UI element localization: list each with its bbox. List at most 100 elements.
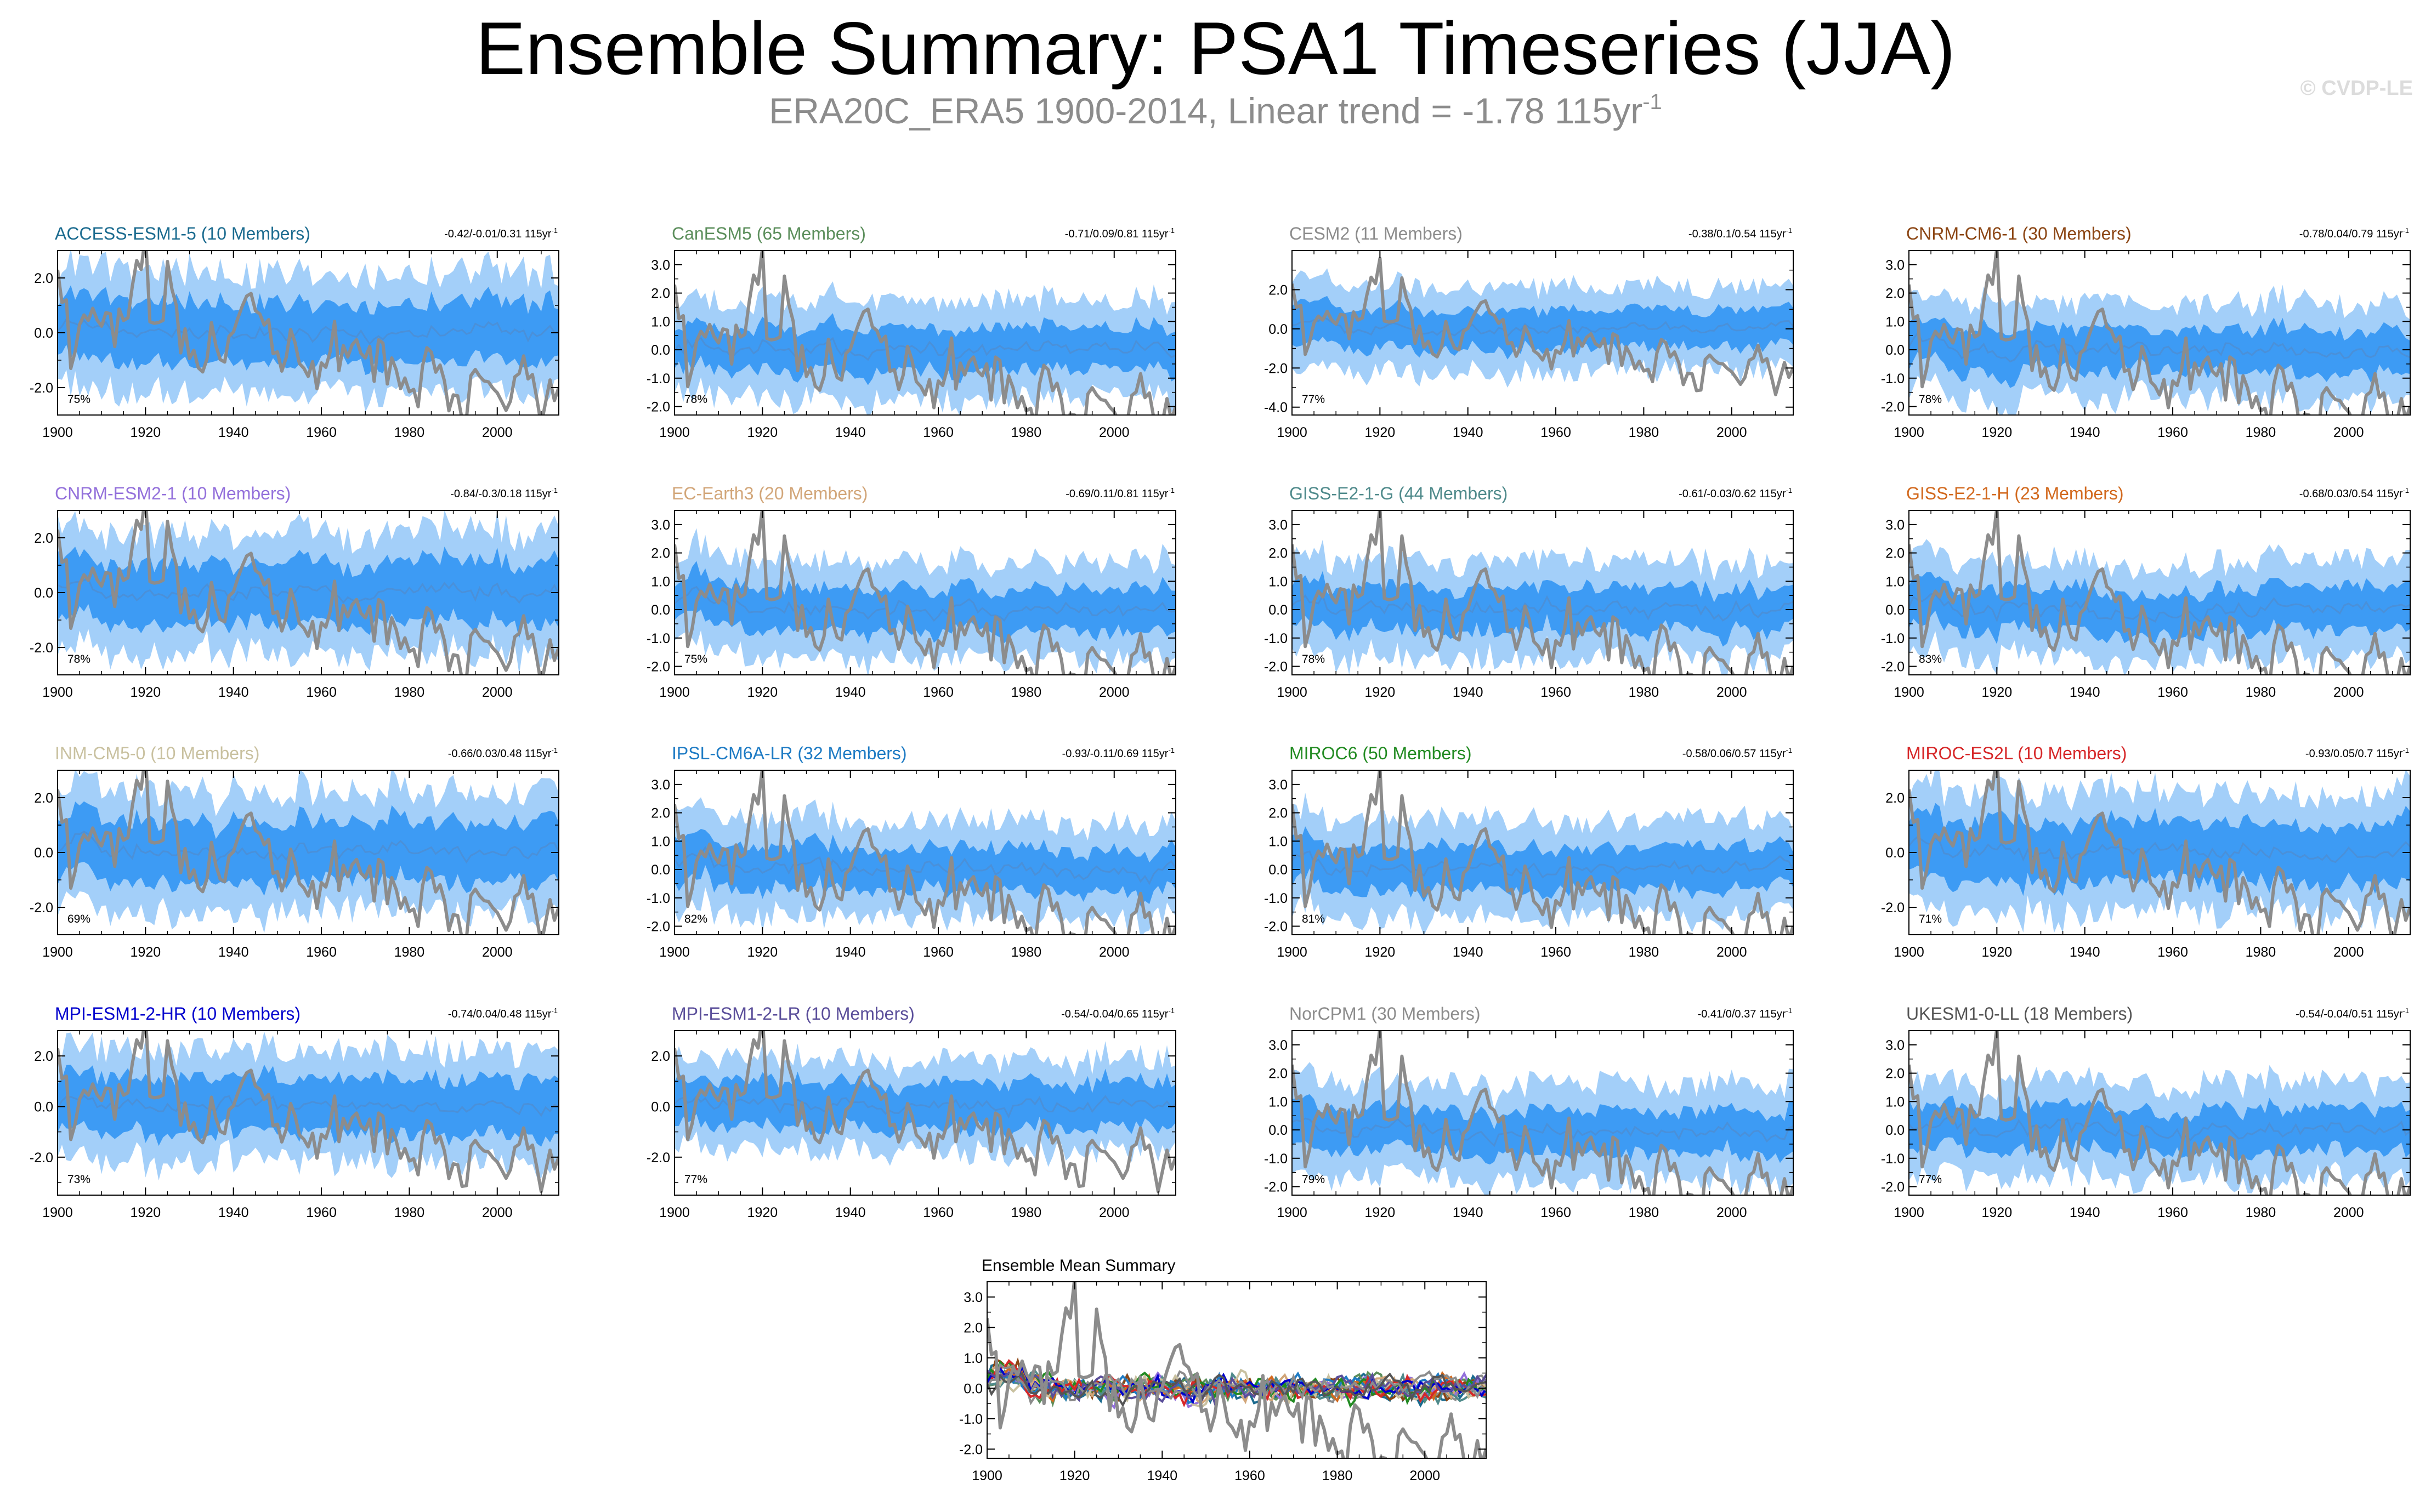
ytick-label: -2.0 (30, 900, 53, 916)
panel-title: MIROC6 (50 Members) (1289, 743, 1472, 763)
ytick-label: 0.0 (964, 1381, 983, 1396)
ytick-label: 0.0 (34, 586, 53, 601)
ytick-label: -1.0 (1881, 371, 1905, 386)
ytick-label: 2.0 (34, 791, 53, 806)
ytick-label: 1.0 (1885, 574, 1905, 589)
xtick-label: 2000 (2333, 945, 2364, 960)
ytick-label: 2.0 (1268, 546, 1288, 561)
xtick-label: 2000 (1099, 945, 1130, 960)
xtick-label: 1940 (218, 685, 249, 700)
trend-value: -0.54/-0.04/0.51 115yr (2296, 1008, 2403, 1020)
trend-exponent: -1 (551, 1007, 558, 1015)
xtick-label: 2000 (1099, 425, 1130, 440)
xtick-label: 1960 (306, 425, 337, 440)
xtick-label: 1920 (747, 685, 778, 700)
xtick-label: 1980 (2246, 1205, 2276, 1220)
xtick-label: 1920 (131, 1205, 161, 1220)
panel-title: INM-CM5-0 (10 Members) (55, 743, 259, 763)
trend-value: -0.84/-0.3/0.18 115yr (450, 488, 552, 500)
xtick-label: 1900 (972, 1468, 1002, 1483)
panel-plot-area (675, 770, 1176, 935)
panel-plot-area (1909, 1031, 2410, 1195)
observed-line (1292, 510, 1793, 675)
ytick-label: -4.0 (1264, 400, 1288, 416)
xtick-label: 2000 (482, 425, 513, 440)
ytick-label: -1.0 (1264, 891, 1288, 906)
xtick-label: 1940 (2070, 685, 2100, 700)
trend-value: -0.61/-0.03/0.62 115yr (1679, 488, 1786, 500)
xtick-label: 2000 (482, 685, 513, 700)
xtick-label: 1920 (1982, 945, 2013, 960)
ytick-label: -2.0 (30, 640, 53, 656)
inner-spread-band (1292, 295, 1793, 360)
panel-giss-e2-1-g: GISS-E2-1-G (44 Members) -0.61/-0.03/0.62… (1264, 484, 1794, 700)
panel-plot-area (1292, 257, 1793, 396)
panel-plot-area (675, 510, 1176, 675)
trend-value: -0.78/0.04/0.79 115yr (2299, 228, 2403, 240)
ytick-label: 2.0 (964, 1320, 983, 1335)
ensemble-mean-line (1292, 593, 1793, 622)
trend-value: -0.69/0.11/0.81 115yr (1066, 488, 1169, 500)
xtick-label: 1960 (923, 425, 954, 440)
model-mean-line (987, 1372, 1486, 1407)
observed-line (675, 770, 1176, 935)
ytick-label: 3.0 (1268, 777, 1288, 793)
xtick-label: 2000 (2333, 425, 2364, 440)
xtick-label: 2000 (1716, 425, 1747, 440)
panel-percent-label: 78% (1302, 653, 1325, 666)
xtick-label: 1980 (2246, 945, 2276, 960)
panel-percent-label: 81% (1302, 913, 1325, 925)
panel-trend-label: -0.71/0.09/0.81 115yr-1 (1065, 226, 1175, 240)
xtick-label: 1900 (659, 425, 690, 440)
xtick-label: 1920 (1365, 945, 1396, 960)
ytick-label: -2.0 (647, 399, 670, 414)
ytick-label: -1.0 (959, 1412, 983, 1427)
panel-frame (674, 510, 1176, 675)
ytick-label: 0.0 (651, 1099, 670, 1115)
ytick-label: 2.0 (1885, 791, 1905, 806)
trend-exponent: -1 (1168, 486, 1175, 494)
observed-line (1292, 257, 1793, 396)
trend-value: -0.93/0.05/0.7 115yr (2305, 748, 2403, 760)
ytick-label: 1.0 (1268, 1094, 1288, 1110)
ytick-label: -1.0 (647, 891, 670, 906)
panel-trend-label: -0.93/0.05/0.7 115yr-1 (2305, 746, 2409, 760)
ytick-label: 2.0 (651, 1049, 670, 1064)
observed-line (675, 251, 1176, 415)
panel-plot-area (1292, 770, 1793, 935)
panel-percent-label: 82% (684, 913, 707, 925)
ytick-label: -2.0 (1264, 1179, 1288, 1195)
ytick-label: 1.0 (1885, 1094, 1905, 1110)
ensemble-mean-line (1909, 1116, 2410, 1141)
panel-trend-label: -0.78/0.04/0.79 115yr-1 (2299, 226, 2409, 240)
panel-trend-label: -0.66/0.03/0.48 115yr-1 (448, 746, 558, 760)
ensemble-mean-line (675, 586, 1176, 622)
panel-percent-label: 77% (1302, 393, 1325, 406)
panel-title: GISS-E2-1-G (44 Members) (1289, 484, 1508, 503)
ytick-label: -2.0 (1264, 919, 1288, 934)
trend-value: -0.71/0.09/0.81 115yr (1065, 228, 1169, 240)
panel-trend-label: -0.38/0.1/0.54 115yr-1 (1688, 226, 1792, 240)
xtick-label: 1900 (42, 425, 73, 440)
panel-plot-area (1909, 510, 2410, 675)
xtick-label: 1920 (747, 945, 778, 960)
ensemble-mean-line (58, 1094, 559, 1117)
ytick-label: -2.0 (1264, 659, 1288, 674)
panel-inm-cm5-0: INM-CM5-0 (10 Members) -0.66/0.03/0.48 11… (30, 743, 559, 960)
ytick-label: 2.0 (1885, 286, 1905, 302)
xtick-label: 1920 (1059, 1468, 1090, 1483)
xtick-label: 2000 (482, 1205, 513, 1220)
xtick-label: 1960 (2157, 945, 2188, 960)
ensemble-mean-line (1909, 835, 2410, 863)
xtick-label: 2000 (1099, 1205, 1130, 1220)
inner-spread-band (58, 801, 559, 896)
ensemble-mean-line (58, 318, 559, 345)
xtick-label: 1980 (1629, 1205, 1659, 1220)
ytick-label: -1.0 (1881, 631, 1905, 646)
inner-spread-band (58, 285, 559, 375)
xtick-label: 1900 (1894, 425, 1924, 440)
trend-exponent: -1 (1786, 746, 1792, 754)
ensemble-mean-line (675, 1095, 1176, 1119)
xtick-label: 1980 (1322, 1468, 1353, 1483)
xtick-label: 1940 (1453, 945, 1483, 960)
